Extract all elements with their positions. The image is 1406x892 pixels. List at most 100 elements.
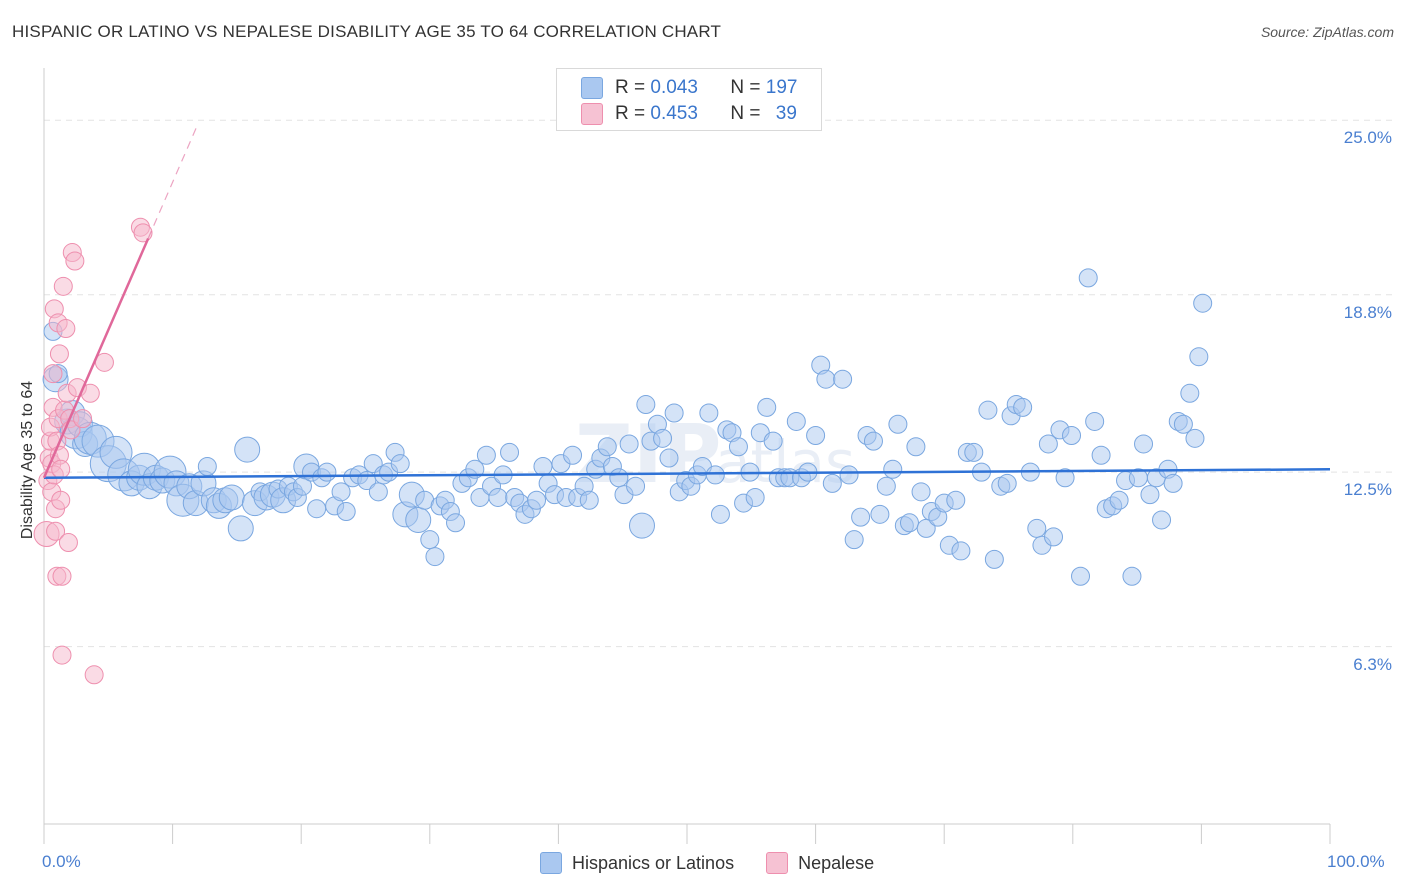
chart-title: HISPANIC OR LATINO VS NEPALESE DISABILIT… — [12, 22, 722, 41]
series-legend: Hispanics or Latinos Nepalese — [540, 852, 874, 874]
point-hispanics — [197, 456, 217, 476]
point-hispanics — [833, 369, 853, 389]
point-hispanics — [876, 476, 896, 496]
point-hispanics — [1085, 411, 1105, 431]
legend-swatch-hispanics — [540, 852, 562, 874]
point-hispanics — [978, 400, 998, 420]
x-tick-max: 100.0% — [1327, 852, 1385, 871]
point-nepalese — [43, 364, 63, 384]
point-nepalese — [53, 276, 73, 296]
point-hispanics — [476, 445, 496, 465]
point-hispanics — [1180, 383, 1200, 403]
y-tick-label: 6.3% — [1353, 654, 1392, 674]
point-nepalese — [52, 645, 72, 665]
point-hispanics — [757, 397, 777, 417]
point-nepalese — [84, 665, 104, 685]
r-label: R = — [615, 103, 646, 124]
trendline-nepalese-extension — [147, 122, 199, 239]
point-hispanics — [786, 411, 806, 431]
legend-row-nepalese: R = 0.453 N = 39 — [581, 102, 797, 126]
point-hispanics — [1013, 397, 1033, 417]
point-hispanics — [609, 468, 629, 488]
r-label: R = — [615, 77, 646, 98]
point-hispanics — [1044, 527, 1064, 547]
point-hispanics — [1140, 485, 1160, 505]
n-label: N = — [730, 77, 761, 98]
point-hispanics — [1163, 473, 1183, 493]
grid-lines — [44, 119, 1392, 648]
point-hispanics — [1185, 428, 1205, 448]
r-value: 0.043 — [650, 77, 698, 98]
point-hispanics — [822, 473, 842, 493]
stats-legend: R = 0.043 N = 197 R = 0.453 N = 39 — [556, 68, 822, 131]
point-nepalese — [133, 223, 153, 243]
point-hispanics — [619, 434, 639, 454]
point-hispanics — [1038, 434, 1058, 454]
legend-swatch-nepalese — [766, 852, 789, 874]
point-hispanics — [906, 437, 926, 457]
point-hispanics — [626, 476, 646, 496]
point-hispanics — [888, 414, 908, 434]
point-hispanics — [653, 428, 673, 448]
point-hispanics — [710, 504, 730, 524]
point-hispanics — [533, 456, 553, 476]
point-hispanics — [839, 465, 859, 485]
point-hispanics — [964, 442, 984, 462]
point-hispanics — [234, 436, 261, 463]
point-hispanics — [331, 482, 351, 502]
point-hispanics — [1027, 518, 1047, 538]
point-hispanics — [870, 504, 890, 524]
point-hispanics — [699, 403, 719, 423]
point-nepalese — [46, 521, 66, 541]
point-hispanics — [863, 431, 883, 451]
point-hispanics — [1071, 566, 1091, 586]
point-nepalese — [58, 532, 78, 552]
point-hispanics — [1122, 566, 1142, 586]
point-nepalese — [56, 319, 76, 339]
point-hispanics — [1152, 510, 1172, 530]
legend-swatch-blue — [581, 77, 603, 99]
source-label: Source: ZipAtlas.com — [1260, 24, 1394, 40]
point-hispanics — [1078, 268, 1098, 288]
legend-label-hispanics: Hispanics or Latinos — [572, 852, 735, 873]
point-hispanics — [1091, 445, 1111, 465]
trendline-hispanics — [43, 468, 1331, 479]
point-hispanics — [628, 512, 655, 539]
x-tick-min: 0.0% — [42, 852, 81, 871]
point-hispanics — [446, 513, 466, 533]
point-hispanics — [1109, 490, 1129, 510]
point-hispanics — [527, 490, 547, 510]
point-hispanics — [816, 369, 836, 389]
point-hispanics — [488, 487, 508, 507]
point-nepalese — [51, 459, 71, 479]
point-hispanics — [911, 482, 931, 502]
point-hispanics — [1193, 293, 1213, 313]
point-hispanics — [1173, 414, 1193, 434]
point-hispanics — [997, 473, 1017, 493]
point-hispanics — [500, 442, 520, 462]
y-tick-label: 18.8% — [1343, 302, 1392, 322]
y-axis-label: Disability Age 35 to 64 — [19, 380, 36, 540]
point-hispanics — [946, 490, 966, 510]
point-hispanics — [951, 541, 971, 561]
point-hispanics — [563, 445, 583, 465]
point-hispanics — [1055, 468, 1075, 488]
point-hispanics — [844, 530, 864, 550]
point-hispanics — [218, 484, 245, 511]
legend-label-nepalese: Nepalese — [798, 852, 875, 873]
point-hispanics — [390, 454, 410, 474]
point-hispanics — [1134, 434, 1154, 454]
point-hispanics — [307, 499, 327, 519]
point-hispanics — [425, 547, 445, 567]
point-hispanics — [763, 431, 783, 451]
y-tick-label: 25.0% — [1343, 128, 1392, 148]
point-hispanics — [659, 448, 679, 468]
point-hispanics — [579, 490, 599, 510]
point-hispanics — [664, 403, 684, 423]
legend-row-hispanics: R = 0.043 N = 197 — [581, 76, 797, 100]
point-hispanics — [883, 459, 903, 479]
point-hispanics — [984, 549, 1004, 569]
point-hispanics — [405, 506, 432, 533]
y-tick-label: 12.5% — [1343, 480, 1392, 500]
